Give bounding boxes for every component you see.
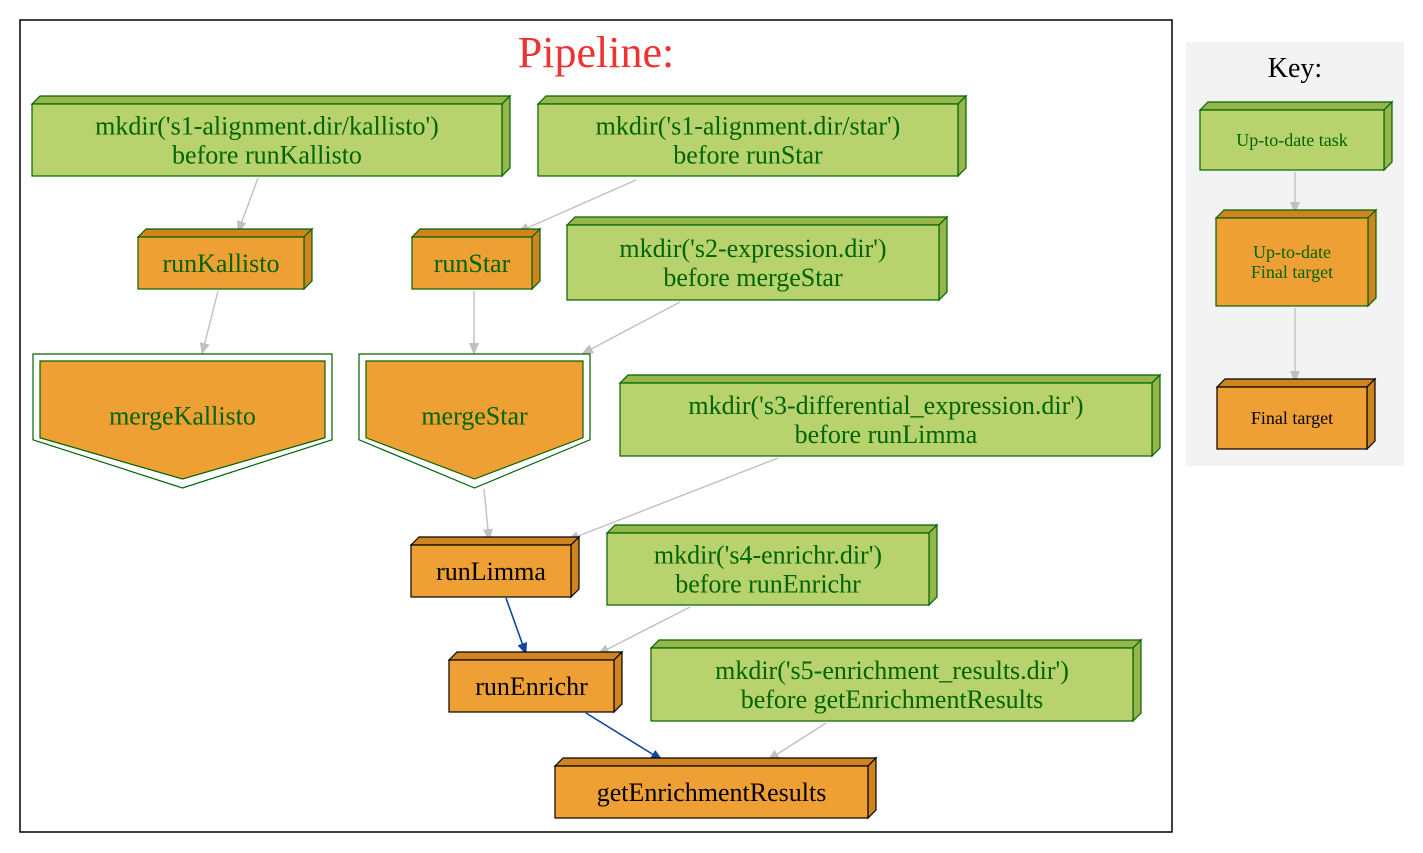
edge-mk-diffexp-to-run-limma xyxy=(567,457,779,541)
node-label: runEnrichr xyxy=(475,672,588,701)
node-label: Final target xyxy=(1251,262,1333,282)
key-title: Key: xyxy=(1268,53,1322,84)
node-label: runStar xyxy=(434,249,511,278)
task-node-mk-expression: mkdir('s2-expression.dir')before mergeSt… xyxy=(565,215,949,302)
node-label: before getEnrichmentResults xyxy=(741,685,1044,714)
node-label: Final target xyxy=(1251,408,1333,428)
node-label: Up-to-date xyxy=(1253,242,1331,262)
node-label: before runStar xyxy=(673,140,823,169)
node-label: mkdir('s3-differential_expression.dir') xyxy=(688,391,1083,420)
node-label: mkdir('s5-enrichment_results.dir') xyxy=(715,656,1069,685)
task-node-run-star: runStar xyxy=(410,227,542,291)
edge-run-kallisto-to-merge-kallisto xyxy=(199,290,219,355)
node-label: runLimma xyxy=(436,557,546,586)
task-node-mk-diffexp: mkdir('s3-differential_expression.dir')b… xyxy=(618,373,1162,458)
edge-mk-star-to-run-star xyxy=(517,179,637,233)
node-label: mkdir('s1-alignment.dir/kallisto') xyxy=(95,111,439,140)
task-node-mk-kallisto: mkdir('s1-alignment.dir/kallisto')before… xyxy=(30,94,512,178)
task-node-merge-kallisto: mergeKallisto xyxy=(32,353,333,489)
key-node-key-final: Final target xyxy=(1215,377,1377,451)
task-node-run-limma: runLimma xyxy=(409,535,581,599)
edge-mk-enrichr-to-run-enrichr xyxy=(597,606,691,655)
node-label: mkdir('s1-alignment.dir/star') xyxy=(596,111,901,140)
pipeline-title: Pipeline: xyxy=(518,28,674,77)
task-node-run-enrichr: runEnrichr xyxy=(447,650,624,714)
edge-run-limma-to-run-enrichr xyxy=(505,597,528,655)
task-node-get-enrichment-results: getEnrichmentResults xyxy=(553,756,878,820)
edges-layer xyxy=(199,172,1300,761)
task-node-merge-star: mergeStar xyxy=(358,353,591,489)
node-label: mkdir('s4-enrichr.dir') xyxy=(654,540,882,569)
task-node-mk-star: mkdir('s1-alignment.dir/star')before run… xyxy=(536,94,968,178)
node-label: mkdir('s2-expression.dir') xyxy=(619,234,886,263)
key-node-key-uptodate-task: Up-to-date task xyxy=(1198,100,1394,172)
nodes-layer: mkdir('s1-alignment.dir/kallisto')before… xyxy=(30,94,1394,820)
node-label: mergeKallisto xyxy=(109,401,256,430)
node-label: before runEnrichr xyxy=(675,569,861,598)
node-label: runKallisto xyxy=(163,249,280,278)
edge-mk-enrich-results-to-get-enrichment-results xyxy=(767,722,827,761)
node-label: before mergeStar xyxy=(663,263,843,292)
node-label: before runLimma xyxy=(795,420,978,449)
edge-mk-kallisto-to-run-kallisto xyxy=(237,177,259,233)
node-label: before runKallisto xyxy=(172,140,362,169)
task-node-run-kallisto: runKallisto xyxy=(136,227,314,291)
node-label: mergeStar xyxy=(421,401,528,430)
node-label: getEnrichmentResults xyxy=(597,778,827,807)
node-label: Up-to-date task xyxy=(1236,130,1347,150)
edge-mk-expression-to-merge-star xyxy=(581,301,681,355)
task-node-mk-enrichr: mkdir('s4-enrichr.dir')before runEnrichr xyxy=(605,523,939,607)
edge-run-enrichr-to-get-enrichment-results xyxy=(585,712,663,761)
edge-merge-star-to-run-limma xyxy=(482,488,493,541)
task-node-mk-enrich-results: mkdir('s5-enrichment_results.dir')before… xyxy=(649,638,1143,723)
